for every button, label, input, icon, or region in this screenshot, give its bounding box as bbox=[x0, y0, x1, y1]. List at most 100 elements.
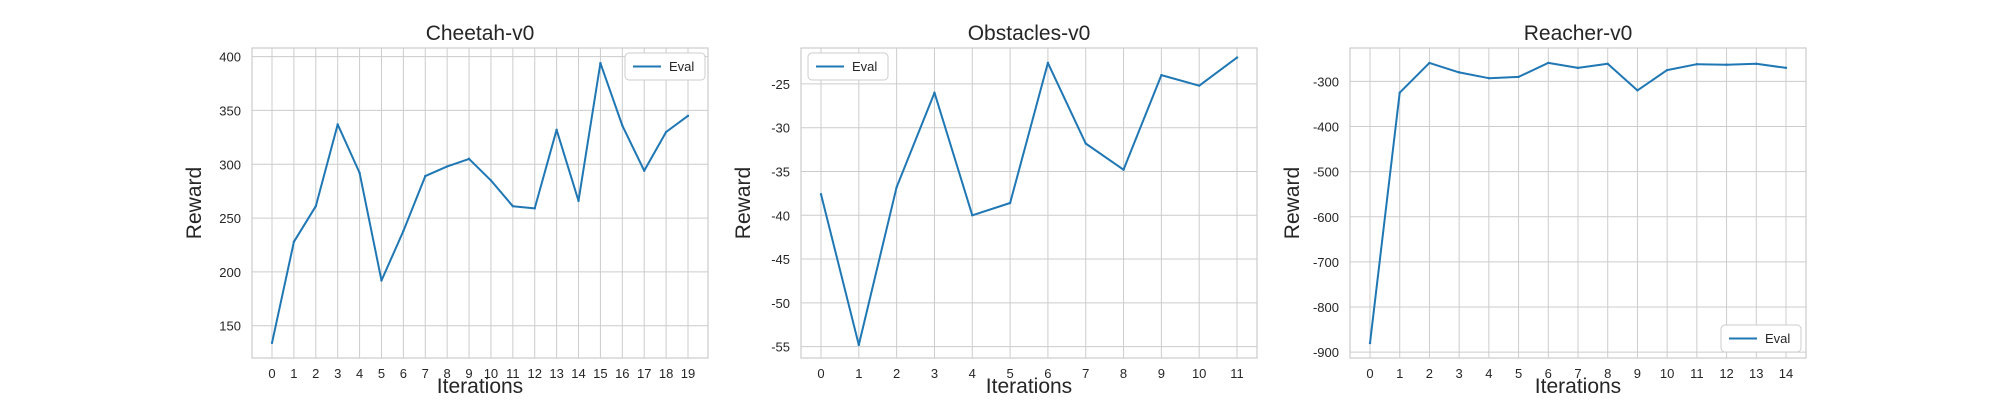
series-line-eval bbox=[820, 56, 1238, 346]
x-tick-label: 8 bbox=[1120, 366, 1127, 381]
chart-title: Obstacles-v0 bbox=[968, 22, 1091, 45]
data-point bbox=[1084, 142, 1087, 145]
data-point bbox=[621, 124, 624, 127]
legend-label: Eval bbox=[852, 59, 877, 74]
x-tick-label: 0 bbox=[268, 366, 275, 381]
data-point bbox=[533, 207, 536, 210]
plot-frame bbox=[800, 47, 1258, 359]
data-point bbox=[380, 279, 383, 282]
chart-panel-0: 0 1 2 3 4 5 6 7 8 9 10 11 12 13 14 15 16 17 18 191502002503… bbox=[183, 22, 709, 398]
x-tick-label: 5 bbox=[378, 366, 385, 381]
y-tick-label: 150 bbox=[219, 319, 241, 334]
series-line-eval bbox=[271, 62, 689, 344]
x-tick-label: 11 bbox=[1230, 366, 1244, 381]
x-tick-label: 14 bbox=[571, 366, 585, 381]
data-point bbox=[1428, 61, 1431, 65]
data-point bbox=[314, 205, 317, 208]
x-tick-label: 13 bbox=[1749, 366, 1763, 381]
y-tick-label: 200 bbox=[219, 265, 241, 280]
data-point bbox=[577, 199, 580, 203]
data-point bbox=[1122, 168, 1125, 171]
x-tick-label: 3 bbox=[1456, 366, 1463, 381]
x-tick-label: 4 bbox=[356, 366, 363, 381]
y-tick-label: -600 bbox=[1313, 210, 1339, 225]
x-tick-label: 1 bbox=[290, 366, 297, 381]
data-point bbox=[489, 179, 493, 182]
data-point bbox=[1636, 89, 1639, 92]
y-tick-label: -40 bbox=[771, 208, 790, 223]
data-point bbox=[1725, 63, 1728, 66]
x-tick-label: 5 bbox=[1515, 366, 1522, 381]
x-tick-label: 11 bbox=[506, 366, 520, 381]
x-tick-label: 9 bbox=[465, 366, 472, 381]
data-point bbox=[664, 130, 668, 134]
x-tick-label: 8 bbox=[1604, 366, 1611, 381]
x-tick-label: 6 bbox=[1044, 366, 1051, 381]
x-tick-label: 3 bbox=[931, 366, 938, 381]
data-point bbox=[819, 193, 823, 196]
data-point bbox=[1457, 71, 1461, 74]
data-point bbox=[1755, 62, 1758, 65]
x-tick-label: 3 bbox=[334, 366, 341, 381]
x-tick-label: 4 bbox=[969, 366, 976, 381]
data-point bbox=[1160, 73, 1163, 77]
y-tick-label: -25 bbox=[771, 77, 790, 92]
data-point bbox=[1606, 62, 1609, 65]
legend-label: Eval bbox=[669, 59, 694, 74]
legend: Eval bbox=[624, 52, 706, 81]
data-point bbox=[1665, 68, 1669, 72]
x-tick-label: 10 bbox=[1192, 366, 1206, 381]
x-tick-label: 14 bbox=[1779, 366, 1793, 381]
x-tick-label: 2 bbox=[1426, 366, 1433, 381]
data-point bbox=[467, 157, 471, 161]
data-point bbox=[1576, 66, 1580, 70]
data-point bbox=[402, 229, 405, 233]
legend-box bbox=[624, 52, 706, 81]
x-tick-label: 7 bbox=[1574, 366, 1581, 381]
data-point bbox=[895, 186, 898, 189]
x-axis-label: Iterations bbox=[986, 375, 1072, 398]
x-tick-label: 2 bbox=[312, 366, 319, 381]
x-tick-label: 6 bbox=[1545, 366, 1552, 381]
x-tick-label: 13 bbox=[549, 366, 563, 381]
data-point bbox=[424, 174, 427, 178]
y-tick-label: -700 bbox=[1313, 255, 1339, 270]
x-tick-label: 4 bbox=[1485, 366, 1492, 381]
x-tick-label: 10 bbox=[1660, 366, 1674, 381]
legend-box bbox=[807, 52, 889, 81]
legend: Eval bbox=[807, 52, 889, 81]
chart-panel-1: 0 1 2 3 4 5 6 7 8 9 10 11 -55 -50 -45 -40 -35 -30 -25 Obsta… bbox=[732, 22, 1258, 398]
data-point bbox=[511, 205, 515, 208]
y-tick-label: 350 bbox=[219, 103, 241, 118]
y-tick-label: 400 bbox=[219, 50, 241, 65]
data-point bbox=[555, 128, 558, 132]
chart-panel-2: 0 1 2 3 4 5 6 7 8 9 10 11 12 13 14-900-800-700-600-500… bbox=[1281, 22, 1807, 398]
data-point bbox=[358, 171, 361, 175]
y-axis-label: Reward bbox=[183, 167, 206, 239]
x-tick-label: 2 bbox=[893, 366, 900, 381]
x-tick-label: 1 bbox=[1396, 366, 1403, 381]
data-point bbox=[1046, 61, 1050, 65]
legend-label: Eval bbox=[1765, 331, 1790, 346]
data-point bbox=[857, 343, 861, 347]
y-tick-label: -900 bbox=[1313, 345, 1339, 360]
data-point bbox=[971, 214, 974, 217]
data-point bbox=[599, 61, 602, 65]
data-point bbox=[1398, 91, 1401, 94]
data-point bbox=[1784, 66, 1788, 70]
y-tick-label: -45 bbox=[771, 252, 790, 267]
y-tick-label: -400 bbox=[1313, 120, 1339, 135]
data-point bbox=[270, 341, 274, 345]
plot-frame bbox=[1349, 47, 1807, 359]
plot-frame bbox=[251, 47, 709, 359]
x-tick-label: 0 bbox=[1366, 366, 1373, 381]
x-tick-label: 5 bbox=[1006, 366, 1013, 381]
x-tick-label: 9 bbox=[1158, 366, 1165, 381]
data-point bbox=[686, 114, 690, 118]
data-point bbox=[1487, 77, 1491, 80]
x-tick-label: 9 bbox=[1634, 366, 1641, 381]
y-axis-label: Reward bbox=[732, 167, 755, 239]
data-point bbox=[1547, 61, 1550, 65]
chart-title: Reacher-v0 bbox=[1524, 22, 1633, 45]
